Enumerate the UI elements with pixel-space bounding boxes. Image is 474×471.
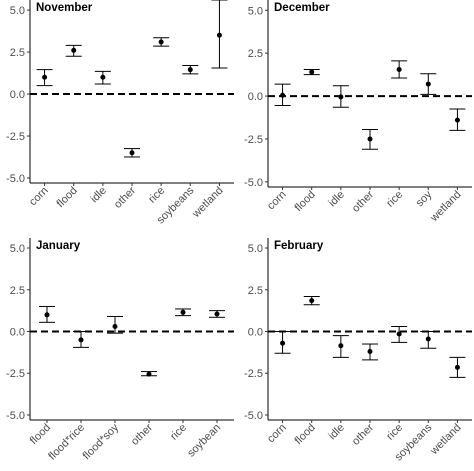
data-point bbox=[309, 298, 315, 304]
y-tick-label: -2.5 bbox=[6, 368, 25, 380]
x-tick-label: idle bbox=[326, 422, 347, 443]
y-tick-label: 0.0 bbox=[10, 89, 25, 101]
chart-title: February bbox=[274, 240, 324, 252]
data-point bbox=[338, 343, 344, 349]
y-tick-label: 2.5 bbox=[10, 47, 25, 59]
x-tick-label: flood*rice bbox=[46, 422, 87, 463]
data-point bbox=[112, 323, 118, 329]
y-tick-label: 5.0 bbox=[10, 5, 25, 17]
x-tick-label: rice bbox=[384, 189, 405, 210]
x-tick-label: flood bbox=[292, 422, 317, 447]
data-point bbox=[71, 47, 77, 53]
y-tick-label: -5.0 bbox=[244, 177, 263, 189]
data-point bbox=[42, 74, 48, 80]
data-point bbox=[454, 117, 460, 123]
chart-title: December bbox=[274, 2, 330, 14]
x-tick-label: other bbox=[129, 421, 155, 447]
data-point bbox=[280, 92, 286, 98]
y-tick-label: 5.0 bbox=[248, 243, 263, 255]
data-point bbox=[214, 311, 220, 317]
x-tick-label: flood bbox=[54, 185, 79, 210]
data-point bbox=[396, 331, 402, 337]
y-tick-label: -5.0 bbox=[6, 410, 25, 422]
x-tick-label: idle bbox=[326, 189, 347, 210]
y-tick-label: -2.5 bbox=[6, 131, 25, 143]
x-tick-label: rice bbox=[384, 422, 405, 443]
y-tick-label: 5.0 bbox=[10, 243, 25, 255]
chart-panel-4: February -5.0 -2.5 0.0 2.5 5.0 corn flood idle ot… bbox=[244, 238, 472, 463]
data-point bbox=[146, 371, 152, 377]
data-point bbox=[454, 364, 460, 370]
x-tick-label: flood*soy bbox=[81, 421, 122, 462]
data-point bbox=[216, 32, 222, 38]
x-tick-label: soybean bbox=[185, 422, 223, 460]
x-tick-label: other bbox=[350, 421, 376, 447]
chart-panel-3: January -5.0 -2.5 0.0 2.5 5.0 floodflood*ricef… bbox=[6, 238, 234, 463]
y-tick-label: -5.0 bbox=[6, 173, 25, 185]
data-point bbox=[367, 136, 373, 142]
data-point bbox=[180, 309, 186, 315]
y-tick-label: 2.5 bbox=[10, 285, 25, 297]
data-point bbox=[425, 81, 431, 87]
data-point bbox=[425, 336, 431, 342]
data-point bbox=[78, 337, 84, 343]
data-point bbox=[367, 349, 373, 355]
x-tick-label: wetland bbox=[428, 189, 464, 225]
data-point bbox=[187, 67, 193, 73]
x-tick-label: corn bbox=[27, 185, 51, 209]
data-point bbox=[44, 312, 50, 318]
chart-title: November bbox=[36, 2, 93, 14]
x-tick-label: soy bbox=[414, 188, 435, 209]
data-point bbox=[280, 340, 286, 346]
x-tick-label: flood bbox=[292, 189, 317, 214]
data-point bbox=[309, 69, 315, 75]
y-tick-label: 2.5 bbox=[248, 48, 263, 60]
data-point bbox=[100, 74, 106, 80]
y-tick-label: 2.5 bbox=[248, 285, 263, 297]
x-tick-label: other bbox=[112, 184, 138, 210]
x-tick-label: rice bbox=[168, 422, 189, 443]
y-tick-label: 5.0 bbox=[248, 5, 263, 17]
x-tick-label: corn bbox=[265, 189, 289, 213]
data-point bbox=[129, 150, 135, 156]
chart-panel-1: November -5.0 -2.5 0.0 2.5 5.0 corn flood idle ot… bbox=[6, 0, 234, 226]
y-tick-label: -2.5 bbox=[244, 134, 263, 146]
y-tick-label: 0.0 bbox=[10, 327, 25, 339]
x-tick-label: idle bbox=[88, 185, 109, 206]
x-tick-label: other bbox=[350, 188, 376, 214]
y-tick-label: -2.5 bbox=[244, 368, 263, 380]
x-tick-label: corn bbox=[265, 422, 289, 446]
x-tick-label: wetland bbox=[190, 185, 226, 221]
data-point bbox=[396, 66, 402, 72]
x-tick-label: rice bbox=[146, 185, 167, 206]
x-tick-label: wetland bbox=[428, 422, 464, 458]
data-point bbox=[158, 39, 164, 45]
y-tick-label: 0.0 bbox=[248, 91, 263, 103]
y-tick-label: -5.0 bbox=[244, 410, 263, 422]
x-tick-label: flood bbox=[28, 422, 53, 447]
y-tick-label: 0.0 bbox=[248, 327, 263, 339]
data-point bbox=[338, 94, 344, 100]
chart-title: January bbox=[36, 240, 81, 252]
chart-panel-2: December -5.0 -2.5 0.0 2.5 5.0 corn flood idle ot… bbox=[244, 0, 472, 225]
